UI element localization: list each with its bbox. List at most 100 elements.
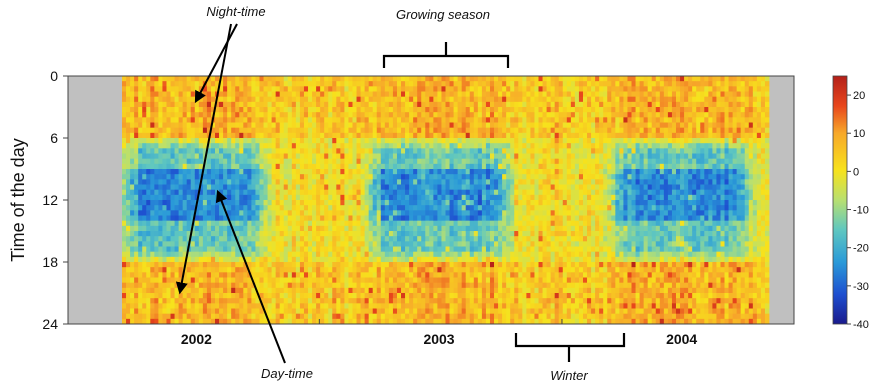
heatmap-cell — [514, 163, 519, 170]
heatmap-cell — [186, 148, 192, 154]
heatmap-cell — [134, 143, 139, 149]
heatmap-cell — [473, 267, 479, 273]
heatmap-cell — [433, 220, 438, 227]
heatmap-cell — [376, 189, 382, 196]
heatmap-cell — [312, 220, 317, 227]
heatmap-cell — [267, 169, 273, 175]
heatmap-cell — [243, 76, 248, 82]
heatmap-cell — [170, 112, 175, 118]
heatmap-cell — [291, 148, 297, 154]
heatmap-cell — [392, 205, 398, 211]
heatmap-cell — [182, 96, 188, 103]
heatmap-cell — [352, 184, 357, 191]
heatmap-cell — [388, 112, 394, 118]
heatmap-cell — [453, 220, 459, 227]
heatmap-cell — [457, 251, 463, 258]
heatmap-cell — [291, 122, 297, 129]
heatmap-cell — [372, 277, 378, 284]
heatmap-cell — [328, 174, 333, 180]
heatmap-cell — [279, 174, 285, 180]
heatmap-cell — [174, 184, 180, 191]
heatmap-cell — [130, 143, 135, 149]
heatmap-cell — [154, 107, 159, 113]
heatmap-cell — [146, 272, 151, 278]
heatmap-cell — [396, 86, 402, 92]
heatmap-cell — [138, 287, 143, 294]
heatmap-cell — [364, 179, 370, 185]
heatmap-cell — [174, 318, 180, 325]
heatmap-cell — [461, 148, 467, 154]
heatmap-cell — [494, 303, 499, 309]
heatmap-cell — [445, 86, 450, 92]
heatmap-cell — [538, 225, 543, 232]
heatmap-cell — [231, 293, 236, 299]
heatmap-cell — [235, 158, 240, 165]
heatmap-cell — [190, 272, 196, 278]
heatmap-cell — [287, 107, 293, 113]
heatmap-cell — [202, 122, 208, 129]
heatmap-cell — [219, 163, 224, 170]
heatmap-cell — [413, 96, 418, 103]
heatmap-cell — [538, 169, 543, 175]
heatmap-cell — [231, 189, 236, 196]
heatmap-cell — [303, 225, 309, 232]
heatmap-cell — [154, 138, 159, 144]
heatmap-cell — [235, 96, 240, 103]
heatmap-cell — [126, 101, 131, 108]
heatmap-cell — [364, 163, 370, 170]
heatmap-cell — [469, 122, 475, 129]
heatmap-cell — [194, 246, 200, 253]
heatmap-cell — [150, 184, 155, 191]
heatmap-cell — [510, 101, 515, 108]
heatmap-cell — [392, 236, 398, 242]
heatmap-cell — [352, 251, 357, 258]
heatmap-cell — [170, 256, 175, 263]
heatmap-cell — [421, 184, 426, 191]
heatmap-cell — [388, 246, 394, 253]
heatmap-cell — [449, 143, 454, 149]
heatmap-cell — [259, 138, 264, 144]
heatmap-cell — [502, 225, 507, 232]
heatmap-cell — [409, 200, 414, 206]
heatmap-cell — [340, 200, 345, 206]
heatmap-cell — [316, 174, 321, 180]
heatmap-cell — [542, 86, 547, 92]
heatmap-cell — [494, 246, 499, 253]
heatmap-cell — [348, 200, 353, 206]
heatmap-cell — [538, 215, 543, 222]
heatmap-cell — [138, 200, 143, 206]
heatmap-cell — [210, 132, 216, 139]
heatmap-cell — [405, 251, 410, 258]
heatmap-cell — [441, 262, 446, 268]
heatmap-cell — [465, 318, 471, 325]
heatmap-cell — [453, 303, 459, 309]
heatmap-cell — [126, 76, 131, 82]
heatmap-cell — [506, 112, 511, 118]
heatmap-cell — [215, 148, 220, 154]
heatmap-cell — [453, 107, 459, 113]
heatmap-cell — [396, 169, 402, 175]
heatmap-cell — [202, 293, 208, 299]
heatmap-cell — [352, 308, 357, 315]
heatmap-cell — [473, 293, 479, 299]
heatmap-cell — [530, 267, 535, 273]
heatmap-cell — [219, 308, 224, 315]
heatmap-cell — [401, 287, 406, 294]
heatmap-cell — [481, 138, 487, 144]
heatmap-cell — [223, 101, 228, 108]
heatmap-cell — [477, 169, 483, 175]
heatmap-cell — [348, 122, 353, 129]
heatmap-cell — [259, 189, 264, 196]
heatmap-cell — [186, 277, 192, 284]
heatmap-cell — [526, 153, 531, 160]
heatmap-cell — [206, 298, 212, 304]
heatmap-cell — [538, 112, 543, 118]
heatmap-cell — [328, 148, 333, 154]
heatmap-cell — [215, 205, 220, 211]
heatmap-cell — [223, 272, 228, 278]
heatmap-cell — [380, 107, 386, 113]
heatmap-cell — [405, 277, 410, 284]
heatmap-cell — [502, 179, 507, 185]
heatmap-cell — [445, 313, 450, 320]
heatmap-cell — [485, 318, 491, 325]
